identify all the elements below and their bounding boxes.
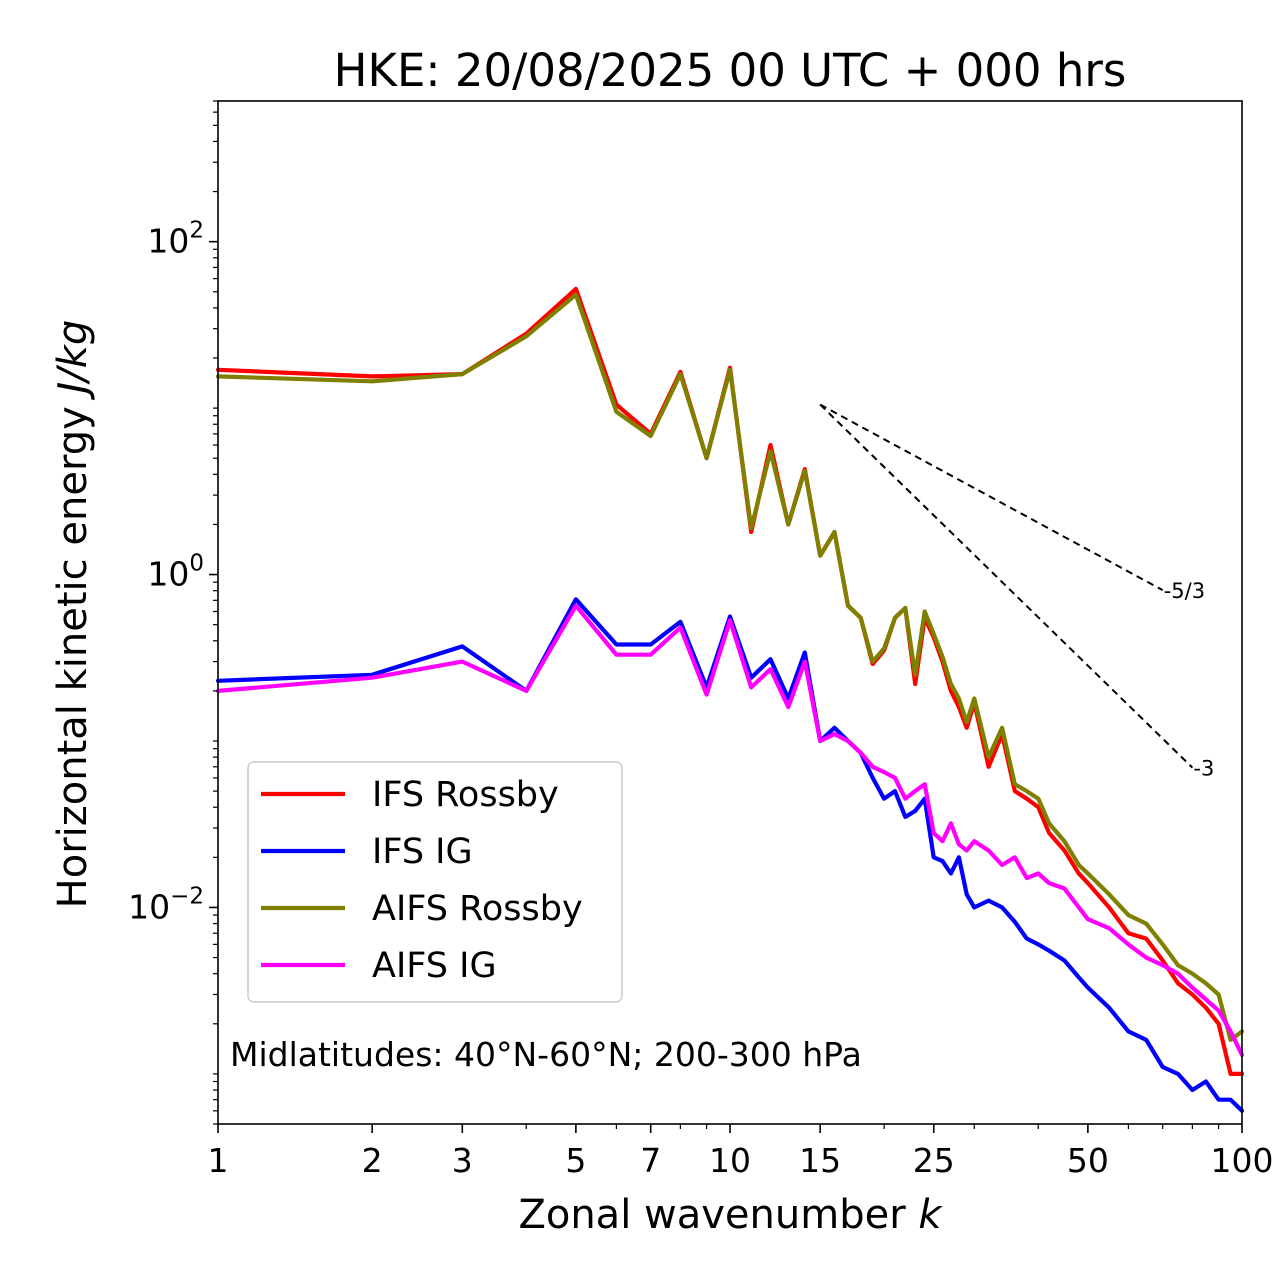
chart-title: HKE: 20/08/2025 00 UTC + 000 hrs [334, 44, 1127, 97]
minor-ticks [213, 100, 1220, 1129]
legend-label: IFS Rossby [372, 775, 559, 815]
x-tick-label: 1 [208, 1141, 229, 1180]
x-tick-label: 10 [709, 1141, 751, 1180]
x-tick-label: 2 [362, 1141, 383, 1180]
x-tick-label: 5 [565, 1141, 586, 1180]
x-tick-label: 15 [799, 1141, 841, 1180]
y-tick-label: 10−2 [128, 883, 204, 926]
x-tick-label: 50 [1067, 1141, 1109, 1180]
x-tick-label: 7 [640, 1141, 661, 1180]
region-annotation: Midlatitudes: 40°N-60°N; 200-300 hPa [230, 1035, 862, 1074]
reference-slope-line [819, 403, 1164, 592]
legend-label: AIFS IG [372, 946, 497, 986]
x-axis-label-text: Zonal wavenumber [518, 1192, 918, 1238]
x-tick-label: 3 [452, 1141, 473, 1180]
plot-frame [217, 100, 1243, 1125]
y-axis-ticks: 10−2 100 102 [128, 218, 218, 926]
x-tick-label: 100 [1211, 1141, 1274, 1180]
series-line-aifs-ig [215, 603, 1245, 1058]
reference-slope-label: -3 [1193, 757, 1214, 781]
legend: IFS Rossby IFS IG AIFS Rossby AIFS IG [247, 761, 623, 1003]
legend-label: AIFS Rossby [372, 889, 583, 929]
plot-marks: -5/3 -3 [215, 286, 1245, 1113]
legend-box [247, 761, 623, 1003]
y-axis-label-text: Horizontal kinetic energy [50, 394, 96, 909]
legend-label: IFS IG [372, 832, 473, 872]
series-line-ifs-ig [215, 597, 1245, 1113]
y-tick-label: 100 [147, 551, 204, 594]
y-tick-label: 102 [147, 218, 204, 261]
series-line-aifs-rossby [215, 292, 1245, 1043]
x-axis-ticks: 1 2 3 5 7 10 15 25 50 100 [208, 1124, 1274, 1180]
reference-slope-label: -5/3 [1164, 579, 1205, 603]
y-axis-label: Horizontal kinetic energy J/kg [50, 320, 96, 909]
x-axis-label: Zonal wavenumber k [518, 1192, 943, 1238]
reference-slope-line [819, 403, 1194, 769]
x-tick-label: 25 [913, 1141, 955, 1180]
y-axis-label-units: J/kg [50, 320, 96, 401]
x-axis-label-symbol: k [918, 1192, 943, 1238]
